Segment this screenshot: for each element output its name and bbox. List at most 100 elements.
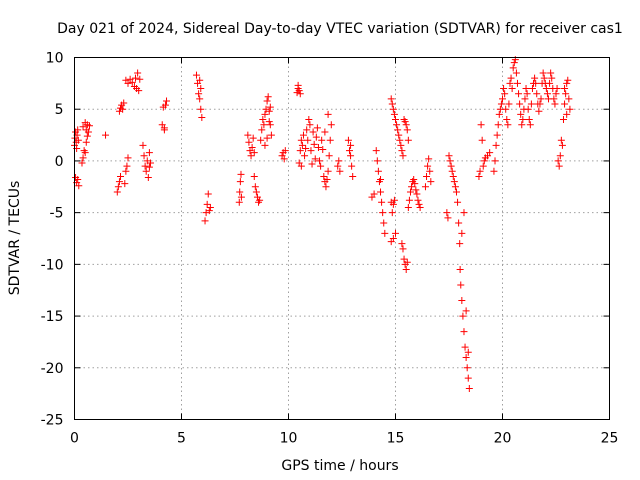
data-point: [163, 97, 171, 105]
data-point: [75, 182, 83, 190]
data-point: [499, 95, 506, 103]
data-point: [261, 141, 269, 149]
data-point: [263, 134, 271, 142]
data-point: [554, 157, 562, 165]
data-point: [374, 167, 382, 175]
data-point: [493, 131, 501, 139]
data-point: [397, 141, 405, 149]
data-point: [561, 85, 569, 93]
data-point: [347, 141, 355, 149]
data-point: [390, 110, 398, 118]
data-point: [301, 152, 309, 160]
data-point: [82, 138, 90, 146]
y-tick-label: -5: [50, 206, 64, 222]
data-point: [398, 147, 406, 155]
data-point: [348, 162, 356, 170]
data-point: [563, 79, 571, 87]
data-point: [84, 128, 92, 136]
data-point: [542, 85, 550, 93]
data-point: [115, 178, 123, 186]
data-point: [120, 99, 128, 107]
data-point: [561, 100, 569, 108]
data-point: [491, 157, 499, 165]
data-point: [377, 188, 385, 196]
data-point: [558, 141, 566, 149]
data-point: [195, 90, 203, 98]
data-point: [140, 152, 148, 160]
data-point: [297, 136, 305, 144]
data-point: [392, 116, 399, 124]
data-point: [448, 167, 456, 175]
data-point: [266, 121, 274, 129]
data-point: [526, 121, 534, 129]
data-point: [396, 136, 404, 144]
data-point: [389, 235, 397, 242]
data-point: [540, 74, 548, 82]
data-point: [201, 217, 209, 225]
data-point: [79, 154, 87, 162]
y-tick-label: -20: [41, 361, 64, 377]
data-point: [518, 121, 526, 129]
data-point: [198, 113, 206, 121]
data-point: [325, 152, 333, 160]
data-point: [456, 266, 464, 274]
data-point: [310, 140, 318, 148]
data-point: [393, 121, 401, 129]
data-point: [405, 196, 413, 204]
data-point: [297, 162, 305, 170]
data-point: [452, 188, 460, 196]
y-tick-label: 10: [46, 51, 64, 67]
data-point: [317, 162, 325, 170]
data-point: [122, 167, 130, 175]
data-point: [326, 136, 334, 144]
data-point: [462, 307, 470, 315]
data-point: [412, 186, 420, 194]
data-point: [159, 103, 167, 111]
data-point: [553, 85, 561, 93]
data-point: [399, 245, 407, 253]
data-point: [459, 312, 467, 320]
data-point: [380, 219, 388, 227]
data-point: [256, 196, 264, 204]
data-point: [502, 105, 510, 113]
data-point: [121, 180, 129, 188]
data-point: [547, 69, 555, 77]
data-point: [281, 147, 289, 155]
x-tick-label: 10: [280, 431, 298, 447]
data-point: [521, 95, 529, 103]
data-point: [324, 110, 332, 118]
data-point: [389, 200, 397, 208]
data-point: [565, 95, 573, 103]
data-point: [260, 121, 268, 129]
data-point: [251, 183, 259, 191]
data-point: [379, 209, 387, 217]
plot-frame: [74, 57, 610, 420]
data-point: [131, 74, 139, 82]
data-point: [515, 90, 523, 98]
data-point: [345, 147, 353, 155]
data-point: [392, 229, 399, 237]
data-point: [314, 143, 322, 151]
data-point: [261, 110, 269, 118]
data-point: [378, 198, 386, 206]
data-point: [144, 173, 152, 181]
data-point: [479, 162, 487, 170]
y-tick-labels: -25 -20 -15 -10 -5 0 5 10: [41, 51, 64, 429]
data-point: [402, 266, 410, 274]
data-point: [372, 147, 380, 155]
data-point: [235, 198, 243, 206]
data-point: [465, 384, 473, 392]
data-point: [321, 128, 329, 136]
data-point: [562, 90, 570, 98]
data-point: [236, 178, 244, 186]
data-point: [206, 203, 214, 211]
data-point: [205, 207, 213, 215]
data-point: [494, 121, 502, 129]
data-point: [402, 121, 410, 129]
data-point: [263, 97, 271, 105]
data-point: [102, 131, 110, 139]
data-point: [478, 136, 486, 144]
x-tick-label: 20: [494, 431, 512, 447]
data-point: [250, 172, 258, 180]
data-point: [244, 131, 252, 139]
